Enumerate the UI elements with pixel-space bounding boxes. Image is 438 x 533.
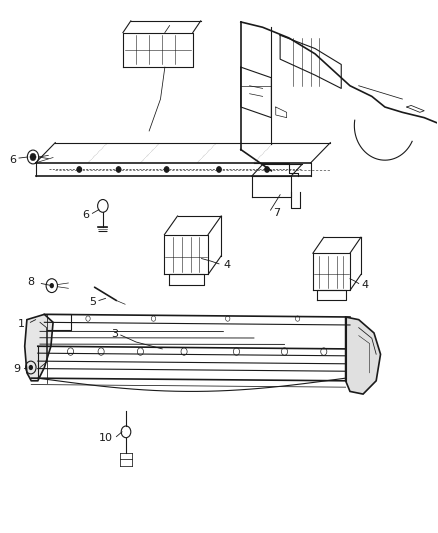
Circle shape [49,283,54,288]
Text: 1: 1 [18,319,25,329]
Text: 4: 4 [223,260,230,270]
Polygon shape [346,317,381,394]
Text: 10: 10 [99,433,113,443]
Text: 6: 6 [82,211,89,221]
Text: 8: 8 [27,278,34,287]
Circle shape [30,154,36,161]
Text: 9: 9 [13,364,20,374]
Text: 4: 4 [362,280,369,289]
Circle shape [164,167,169,172]
Circle shape [77,167,81,172]
Text: 3: 3 [112,329,119,339]
Circle shape [265,167,269,172]
Circle shape [117,167,121,172]
Text: 5: 5 [89,297,96,307]
Polygon shape [25,314,53,381]
Text: 7: 7 [274,208,281,218]
Circle shape [217,167,221,172]
Text: 6: 6 [10,155,16,165]
Circle shape [28,365,33,370]
